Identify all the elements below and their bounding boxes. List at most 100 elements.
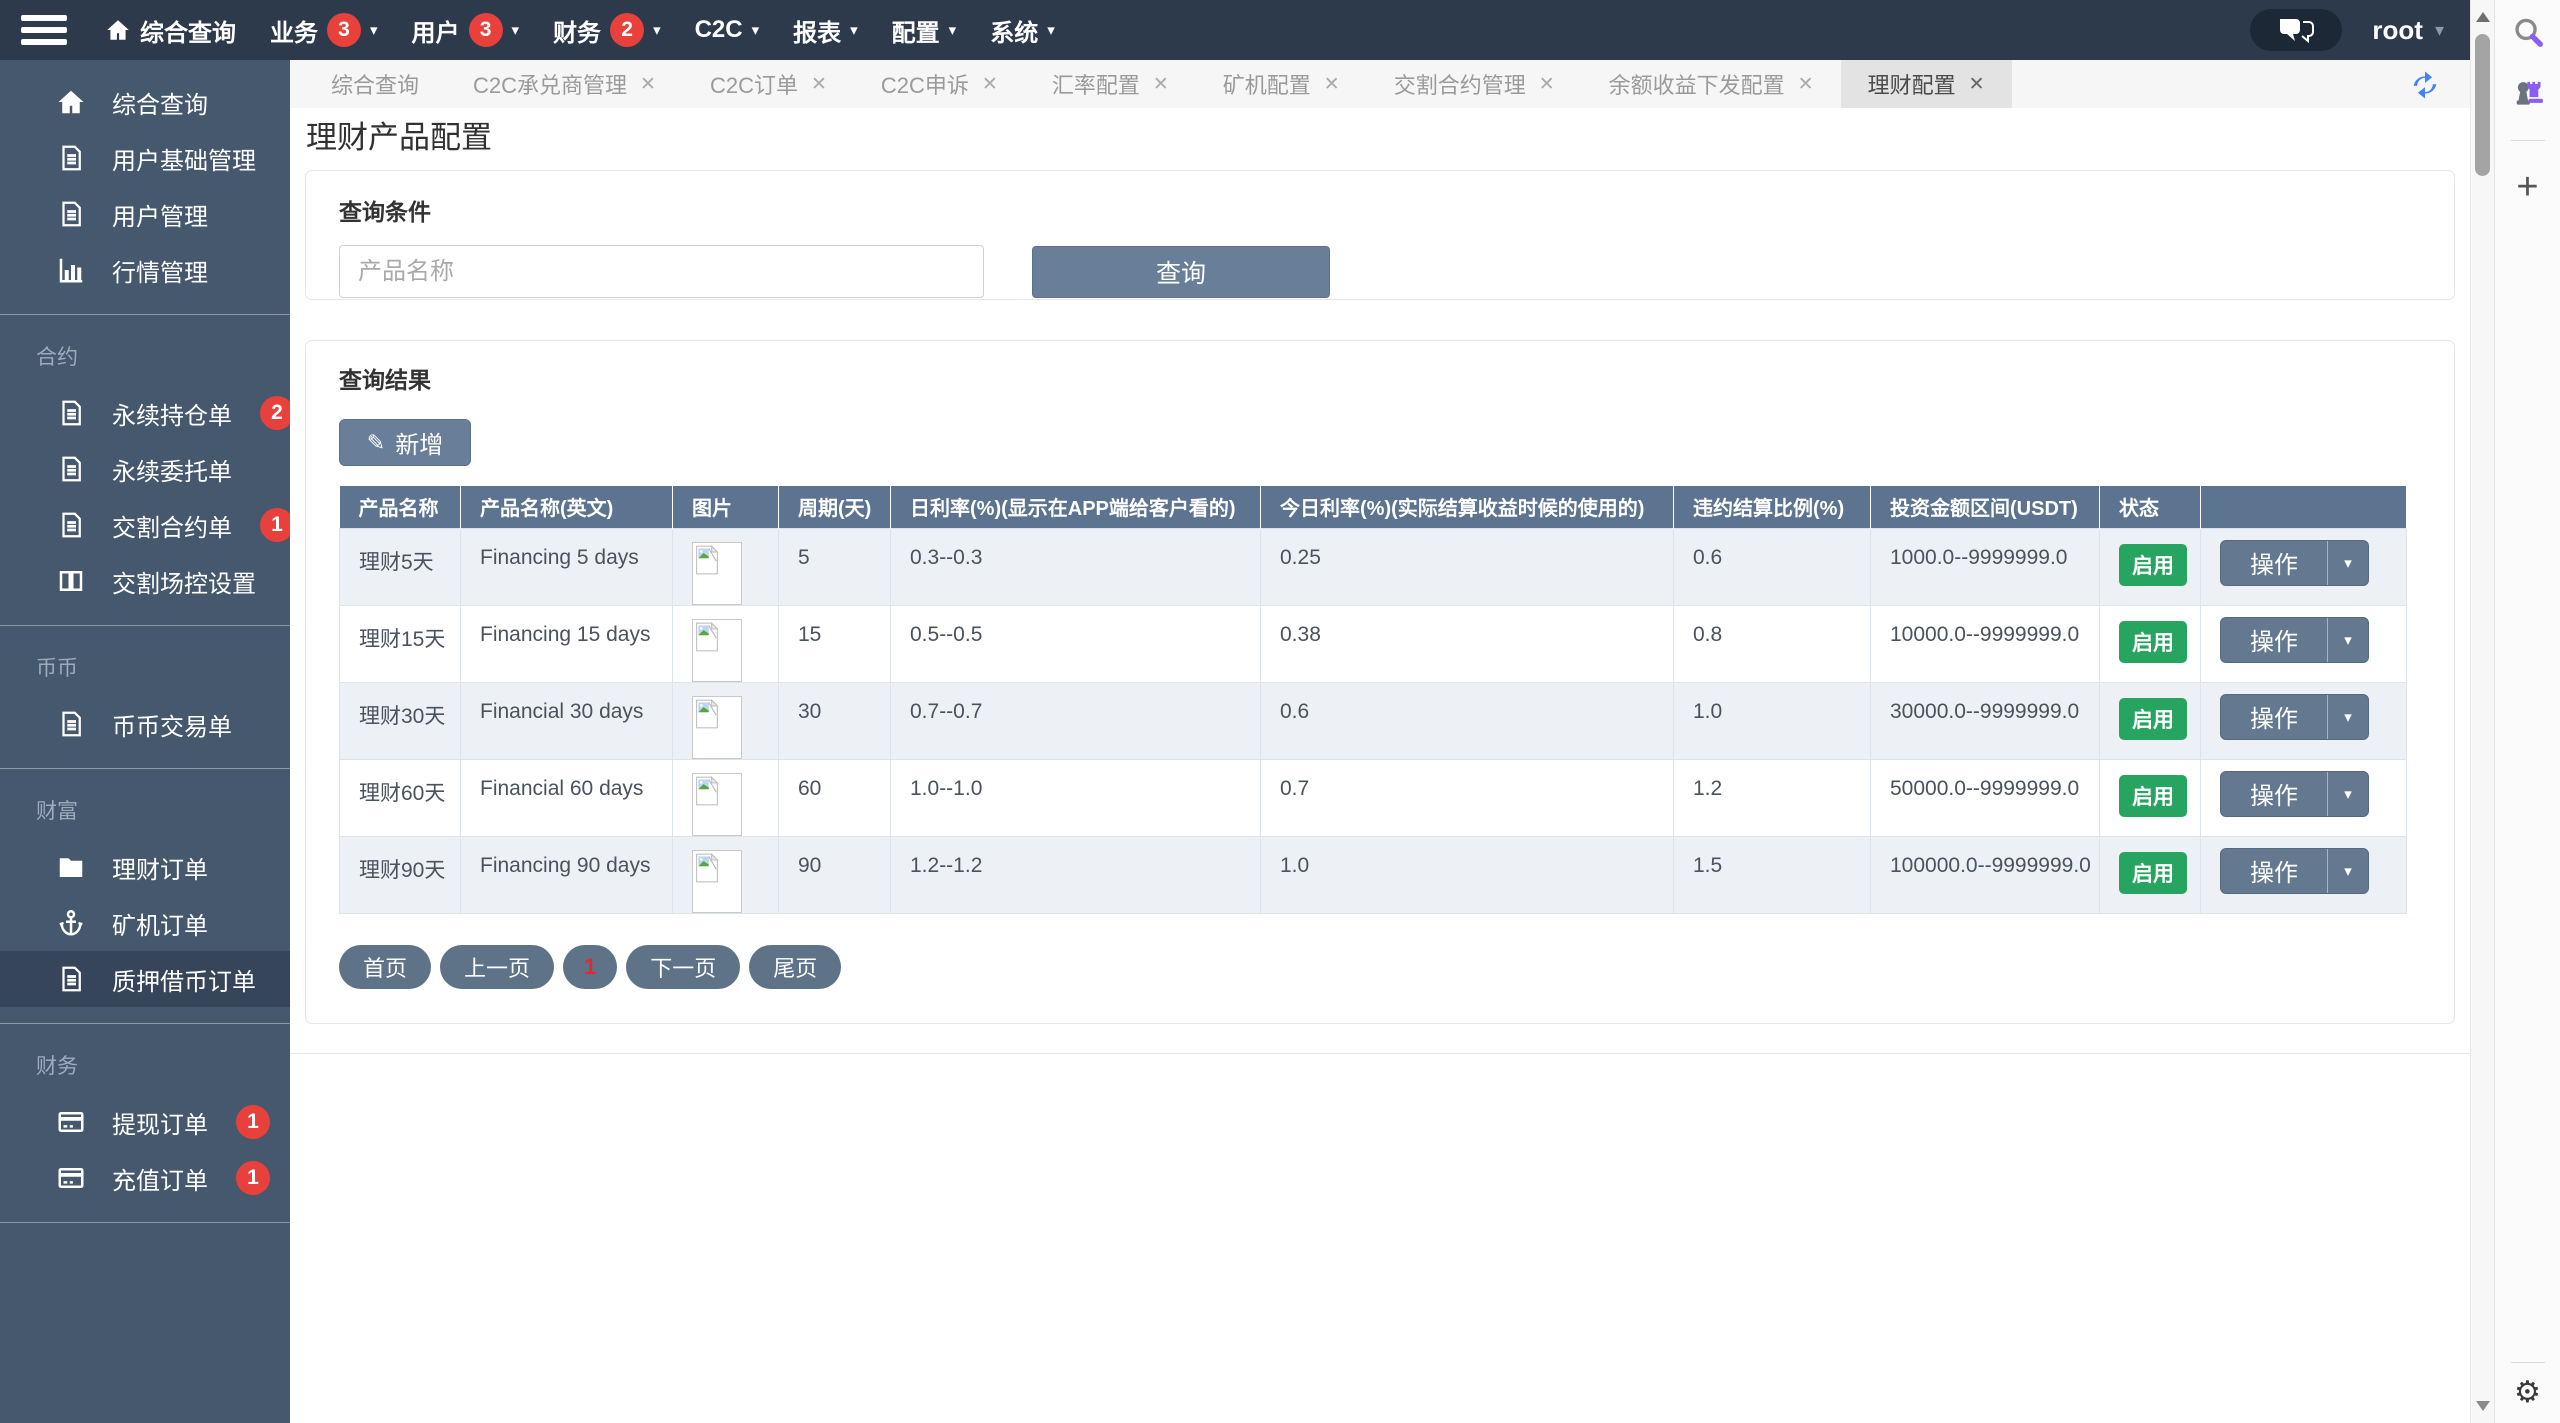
- tab-c2c-merchant-mgmt[interactable]: C2C承兑商管理 ✕: [446, 60, 683, 108]
- sidebar-item-delivery-contracts[interactable]: 交割合约单 1: [0, 497, 294, 553]
- add-icon[interactable]: +: [2516, 168, 2538, 206]
- chevron-down-icon: ▾: [1047, 21, 1055, 39]
- close-icon[interactable]: ✕: [1968, 73, 1985, 95]
- sidebar-item-overview[interactable]: 综合查询: [0, 74, 290, 130]
- chevron-down-icon[interactable]: ▾: [2327, 617, 2368, 662]
- tab-balance-yield-config[interactable]: 余额收益下发配置 ✕: [1582, 60, 1841, 108]
- close-icon[interactable]: ✕: [640, 73, 656, 95]
- close-icon[interactable]: ✕: [1323, 73, 1340, 95]
- chevron-down-icon[interactable]: ▾: [2327, 540, 2368, 585]
- cell-actions: 操作 ▾: [2200, 681, 2407, 760]
- chevron-down-icon[interactable]: ▾: [2327, 694, 2368, 739]
- nav-users[interactable]: 用户 3 ▾: [395, 0, 537, 60]
- nav-home[interactable]: 综合查询: [88, 0, 253, 60]
- query-row: 查询: [339, 245, 2421, 298]
- action-button[interactable]: 操作 ▾: [2220, 847, 2369, 894]
- sidebar-item-pledge-loan-orders[interactable]: 质押借币订单: [0, 951, 290, 1007]
- refresh-button[interactable]: [2408, 68, 2442, 102]
- sidebar-item-withdraw-orders[interactable]: 提现订单 1: [0, 1094, 290, 1150]
- nav-reports[interactable]: 报表 ▾: [776, 0, 875, 60]
- cell-name: 理财5天: [339, 527, 461, 606]
- sidebar-item-market-mgmt[interactable]: 行情管理: [0, 242, 290, 298]
- close-icon[interactable]: ✕: [981, 73, 998, 95]
- tab-overview[interactable]: 综合查询: [304, 60, 446, 108]
- table-header-row: 产品名称 产品名称(英文) 图片 周期(天) 日利率(%)(显示在APP端给客户…: [339, 486, 2407, 528]
- sidebar-item-financing-orders[interactable]: 理财订单: [0, 839, 290, 895]
- action-button[interactable]: 操作 ▾: [2220, 616, 2369, 663]
- home-icon: [107, 20, 129, 40]
- tab-label: C2C申诉: [880, 73, 969, 98]
- cell-default-ratio: 1.5: [1673, 835, 1871, 914]
- tab-delivery-contract-mgmt[interactable]: 交割合约管理 ✕: [1367, 60, 1582, 108]
- add-button[interactable]: ✎ 新增: [339, 419, 471, 466]
- sidebar-divider: [0, 314, 290, 315]
- close-icon[interactable]: ✕: [1797, 73, 1814, 95]
- nav-c2c[interactable]: C2C ▾: [678, 0, 777, 60]
- tab-c2c-appeals[interactable]: C2C申诉 ✕: [854, 60, 1025, 108]
- nav-label: 配置: [891, 19, 940, 47]
- sidebar-item-spot-orders[interactable]: 币币交易单: [0, 696, 290, 752]
- query-panel: 查询条件 查询: [305, 170, 2455, 300]
- pagination-last-button[interactable]: 尾页: [749, 944, 842, 989]
- sidebar-item-deposit-orders[interactable]: 充值订单 1: [0, 1150, 290, 1206]
- product-name-input[interactable]: [339, 245, 984, 298]
- broken-image-icon: [696, 852, 719, 882]
- scrollbar-thumb[interactable]: [2475, 34, 2490, 176]
- nav-business[interactable]: 业务 3 ▾: [253, 0, 395, 60]
- nav-config[interactable]: 配置 ▾: [875, 0, 974, 60]
- page-scrollbar[interactable]: [2470, 0, 2494, 1423]
- chess-extension-icon[interactable]: [2509, 72, 2547, 110]
- sidebar-item-label: 用户基础管理: [112, 147, 256, 175]
- nav-finance[interactable]: 财务 2 ▾: [536, 0, 678, 60]
- nav-system[interactable]: 系统 ▾: [973, 0, 1072, 60]
- columns-icon: [59, 571, 83, 591]
- close-icon[interactable]: ✕: [1538, 73, 1555, 95]
- settings-icon[interactable]: ⚙: [2514, 1378, 2541, 1408]
- action-button[interactable]: 操作 ▾: [2220, 693, 2369, 740]
- products-table: 产品名称 产品名称(英文) 图片 周期(天) 日利率(%)(显示在APP端给客户…: [339, 486, 2407, 914]
- chevron-down-icon: ▾: [948, 21, 957, 39]
- close-icon[interactable]: ✕: [1152, 73, 1169, 95]
- results-panel: 查询结果 ✎ 新增 产品名称 产品名称(英文) 图片 周期(天): [305, 340, 2455, 1024]
- cell-default-ratio: 1.0: [1673, 681, 1871, 760]
- tab-miner-config[interactable]: 矿机配置 ✕: [1196, 60, 1367, 108]
- search-button[interactable]: 查询: [1032, 245, 1330, 298]
- cell-today-rate: 0.6: [1260, 681, 1674, 760]
- cell-daily-rate: 0.7--0.7: [890, 681, 1261, 760]
- hamburger-menu-button[interactable]: [0, 0, 88, 60]
- tab-financing-config[interactable]: 理财配置 ✕: [1840, 60, 2012, 108]
- chevron-down-icon[interactable]: ▾: [2327, 848, 2368, 893]
- messages-button[interactable]: [2250, 9, 2343, 51]
- sidebar-item-user-mgmt[interactable]: 用户管理: [0, 186, 290, 242]
- navbar-right: root ▾: [2250, 9, 2470, 51]
- nav-home-label: 综合查询: [140, 19, 236, 47]
- tab-c2c-orders[interactable]: C2C订单 ✕: [683, 60, 854, 108]
- table-row: 理财30天 Financial 30 days 30 0.7--0.7 0.6 …: [339, 681, 2407, 760]
- scroll-up-arrow[interactable]: [2476, 12, 2490, 22]
- results-panel-heading: 查询结果: [339, 367, 431, 393]
- pagination-next-button[interactable]: 下一页: [626, 944, 741, 989]
- sidebar-item-user-base-mgmt[interactable]: 用户基础管理: [0, 130, 290, 186]
- action-button[interactable]: 操作 ▾: [2220, 770, 2369, 817]
- col-header-status: 状态: [2099, 486, 2201, 528]
- pagination-first-button[interactable]: 首页: [339, 944, 432, 989]
- action-button[interactable]: 操作 ▾: [2220, 539, 2369, 586]
- search-icon[interactable]: [2510, 14, 2546, 50]
- scroll-down-arrow[interactable]: [2476, 1401, 2490, 1411]
- footer-divider: [290, 1053, 2470, 1054]
- pagination-prev-button[interactable]: 上一页: [440, 944, 555, 989]
- table-row: 理财5天 Financing 5 days 5 0.3--0.3 0.25 0.…: [339, 527, 2407, 606]
- table-row: 理财60天 Financial 60 days 60 1.0--1.0 0.7 …: [339, 758, 2407, 837]
- cell-status: 启用: [2099, 835, 2201, 914]
- sidebar-item-miner-orders[interactable]: 矿机订单: [0, 895, 290, 951]
- user-menu[interactable]: root ▾: [2372, 15, 2444, 46]
- sidebar-item-perpetual-orders[interactable]: 永续委托单: [0, 441, 290, 497]
- pagination-current-page[interactable]: 1: [563, 944, 618, 989]
- nav-finance-badge: 2: [610, 13, 645, 47]
- tab-exchange-rate-config[interactable]: 汇率配置 ✕: [1025, 60, 1196, 108]
- sidebar-item-perpetual-positions[interactable]: 永续持仓单 2: [0, 385, 294, 441]
- sidebar-item-delivery-risk-settings[interactable]: 交割场控设置: [0, 553, 290, 609]
- chevron-down-icon[interactable]: ▾: [2327, 771, 2368, 816]
- close-icon[interactable]: ✕: [810, 73, 827, 95]
- cell-period: 15: [778, 604, 891, 683]
